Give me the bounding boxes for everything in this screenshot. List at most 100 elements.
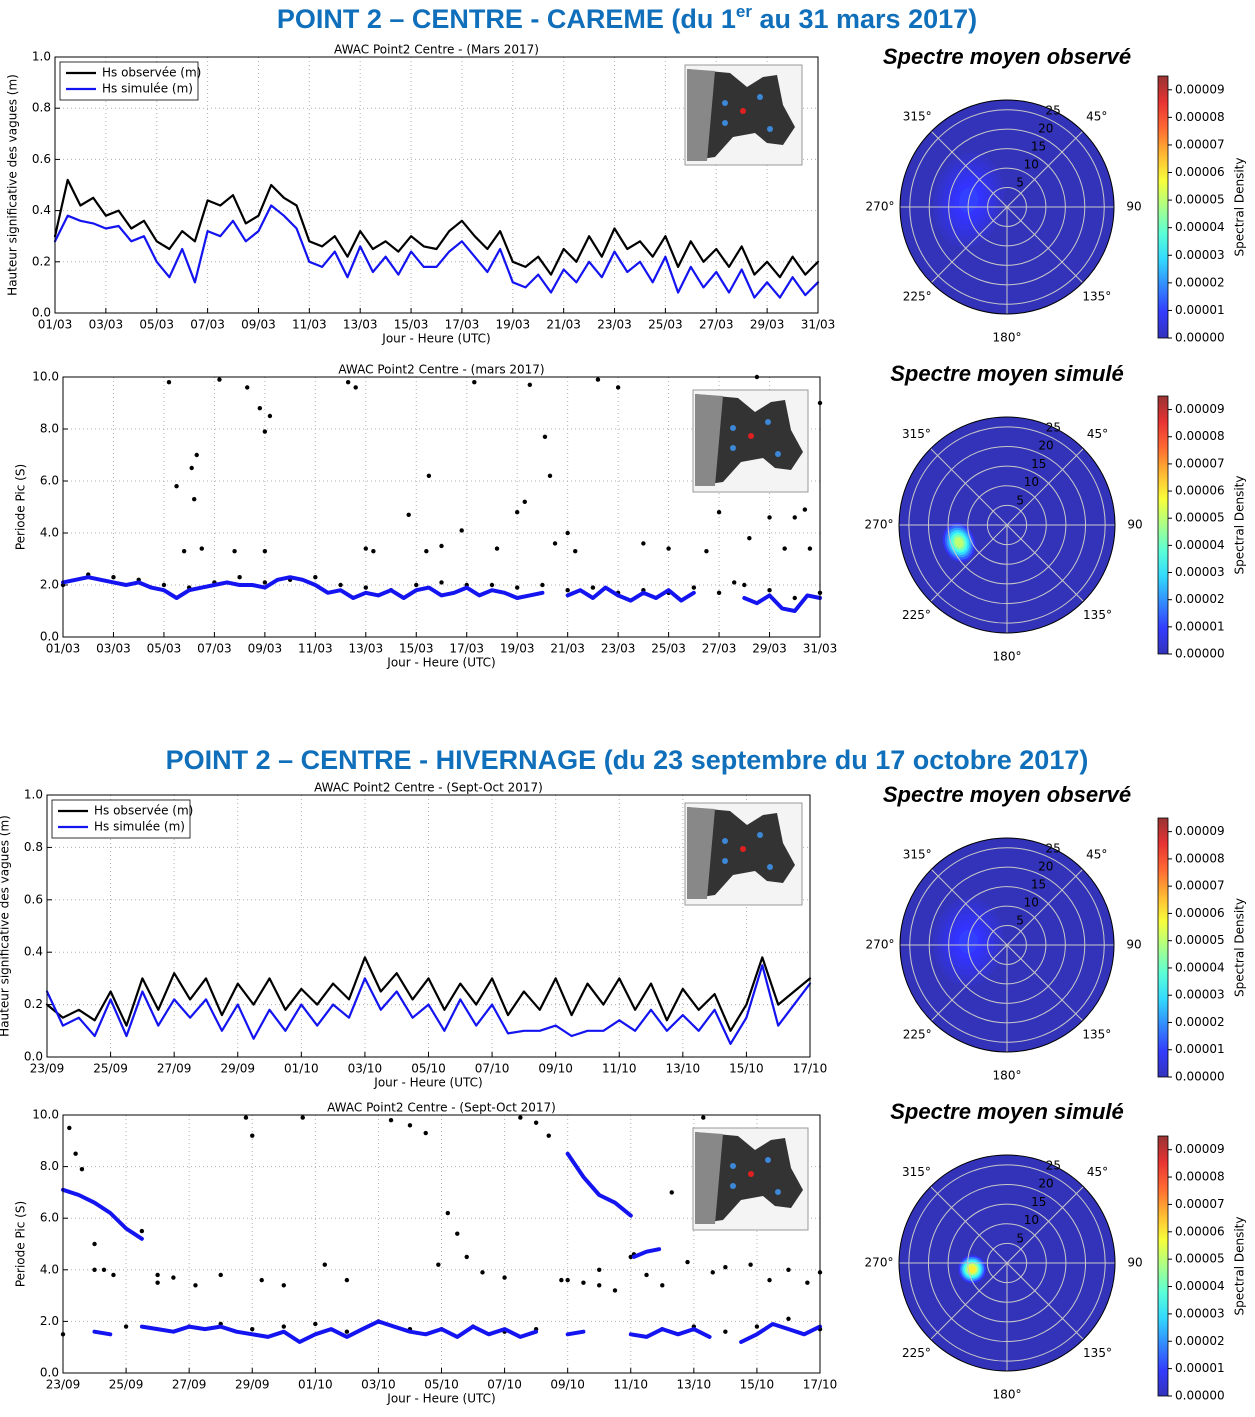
data-point bbox=[193, 1283, 198, 1288]
inset-station bbox=[748, 433, 754, 439]
data-point bbox=[644, 1272, 649, 1278]
colorbar-tick-label: 0.00001 bbox=[1175, 303, 1225, 317]
data-point bbox=[590, 585, 596, 590]
data-point bbox=[194, 452, 199, 458]
legend bbox=[59, 61, 199, 101]
colorbar-tick-label: 0.00005 bbox=[1175, 1252, 1225, 1266]
colorbar-tick-label: 0.00007 bbox=[1175, 137, 1225, 151]
inset-station bbox=[757, 94, 763, 100]
x-tick-label: 13/10 bbox=[677, 1378, 712, 1392]
data-point bbox=[666, 546, 671, 551]
data-point bbox=[767, 588, 772, 593]
data-point bbox=[723, 1265, 728, 1270]
data-point bbox=[669, 1190, 674, 1195]
angular-grid bbox=[930, 868, 1008, 946]
data-point bbox=[313, 575, 318, 580]
colorbar-tick-label: 0.00000 bbox=[1175, 331, 1225, 345]
x-tick-label: 29/09 bbox=[235, 1378, 270, 1392]
data-point bbox=[371, 549, 376, 554]
data-point bbox=[565, 1277, 570, 1283]
legend-label: Hs observée (m) bbox=[102, 66, 201, 80]
section-title-sup: er bbox=[736, 2, 752, 21]
colorbar-tick-label: 0.00008 bbox=[1175, 110, 1225, 124]
angle-label: 180° bbox=[993, 1388, 1022, 1402]
angular-grid bbox=[930, 1262, 1008, 1340]
data-point bbox=[573, 549, 578, 554]
data-point bbox=[262, 429, 268, 434]
colorbar-tick-label: 0.00006 bbox=[1175, 484, 1225, 498]
legend-label: Hs simulée (m) bbox=[94, 820, 185, 834]
data-point bbox=[565, 530, 570, 536]
colorbar bbox=[1157, 817, 1169, 1078]
inset-station bbox=[722, 838, 728, 844]
colorbar-tick-label: 0.00003 bbox=[1175, 988, 1225, 1002]
data-point bbox=[267, 413, 273, 419]
x-tick-label: 03/03 bbox=[96, 642, 131, 656]
data-point bbox=[424, 549, 429, 554]
colorbar-tick-label: 0.00009 bbox=[1175, 824, 1225, 838]
radial-tick-label: 10 bbox=[1024, 1213, 1039, 1227]
x-tick-label: 17/10 bbox=[803, 1378, 838, 1392]
x-tick-label: 05/10 bbox=[424, 1378, 459, 1392]
inset-station bbox=[757, 832, 763, 838]
data-point bbox=[322, 1262, 327, 1267]
radial-tick-label: 20 bbox=[1038, 1177, 1053, 1191]
data-point bbox=[641, 541, 646, 546]
data-point bbox=[439, 543, 444, 549]
y-tick-label: 0.6 bbox=[24, 892, 43, 906]
inset-mesh bbox=[695, 1132, 723, 1224]
data-point bbox=[494, 546, 500, 551]
inset-station bbox=[767, 126, 773, 132]
colorbar-tick-label: 0.00007 bbox=[1175, 879, 1225, 893]
x-axis-label: Jour - Heure (UTC) bbox=[373, 1076, 482, 1090]
x-tick-label: 27/09 bbox=[157, 1062, 192, 1076]
angle-label: 180° bbox=[993, 1069, 1022, 1083]
colorbar-tick-label: 0.00008 bbox=[1175, 1170, 1225, 1184]
plot-frame bbox=[46, 794, 811, 1058]
y-tick-label: 0.0 bbox=[24, 1050, 43, 1064]
plot-frame bbox=[62, 1114, 821, 1374]
data-point bbox=[101, 1267, 107, 1273]
angle-label: 180° bbox=[993, 650, 1022, 664]
angle-label: 270° bbox=[865, 1256, 894, 1270]
inset-mesh bbox=[695, 394, 723, 486]
data-point bbox=[723, 1329, 728, 1334]
angle-label: 90 bbox=[1127, 1256, 1142, 1270]
radial-tick-label: 20 bbox=[1038, 859, 1053, 873]
data-point bbox=[79, 1166, 85, 1172]
polar-frame bbox=[899, 99, 1115, 315]
data-line bbox=[92, 1319, 822, 1344]
data-point bbox=[742, 582, 747, 588]
data-point bbox=[660, 1283, 665, 1288]
data-point bbox=[174, 484, 179, 489]
x-tick-label: 31/03 bbox=[803, 642, 838, 656]
x-tick-label: 21/03 bbox=[546, 318, 581, 332]
x-axis-label: Jour - Heure (UTC) bbox=[386, 656, 495, 670]
inset-station bbox=[740, 108, 746, 114]
x-tick-label: 23/09 bbox=[46, 1378, 81, 1392]
data-point bbox=[313, 1321, 318, 1327]
data-point bbox=[414, 582, 419, 588]
y-tick-label: 0.2 bbox=[24, 997, 43, 1011]
radial-tick-label: 10 bbox=[1024, 157, 1039, 171]
y-tick-label: 0.2 bbox=[32, 254, 51, 268]
x-tick-label: 09/03 bbox=[241, 318, 276, 332]
colorbar-tick-label: 0.00006 bbox=[1175, 165, 1225, 179]
radial-tick-label: 20 bbox=[1038, 121, 1053, 135]
x-tick-label: 03/03 bbox=[89, 318, 124, 332]
inset-station bbox=[730, 1183, 736, 1189]
data-point bbox=[445, 1210, 451, 1216]
angular-grid bbox=[1006, 1186, 1084, 1264]
angle-label: 90 bbox=[1127, 518, 1142, 532]
x-tick-label: 01/03 bbox=[46, 642, 81, 656]
colorbar-tick-label: 0.00009 bbox=[1175, 1142, 1225, 1156]
colorbar-tick-label: 0.00001 bbox=[1175, 1042, 1225, 1056]
colorbar-tick-label: 0.00009 bbox=[1175, 82, 1225, 96]
x-tick-label: 07/03 bbox=[190, 318, 225, 332]
x-tick-label: 29/03 bbox=[750, 318, 785, 332]
data-point bbox=[250, 1326, 255, 1332]
y-tick-label: 1.0 bbox=[24, 788, 43, 802]
data-point bbox=[300, 1115, 305, 1120]
x-tick-label: 15/10 bbox=[729, 1062, 764, 1076]
section-title: POINT 2 – CENTRE - CAREME (du 1er au 31 … bbox=[277, 2, 977, 34]
